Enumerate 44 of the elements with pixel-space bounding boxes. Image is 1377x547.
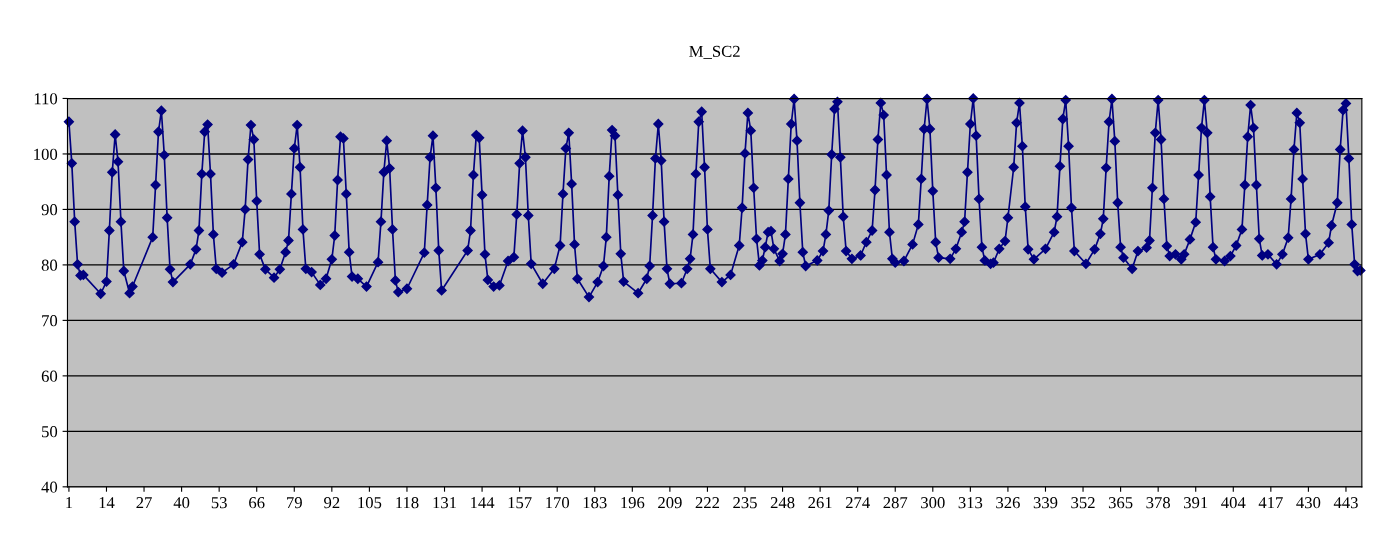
- x-tick-label: 378: [1146, 497, 1171, 509]
- y-tick-label: 70: [42, 315, 58, 327]
- x-tick-label: 339: [1033, 497, 1058, 509]
- x-tick-label: 235: [733, 497, 757, 509]
- x-tick-label: 209: [658, 497, 682, 509]
- x-tick-label: 274: [845, 497, 870, 509]
- x-tick-label: 365: [1108, 497, 1133, 509]
- x-tick-label: 417: [1258, 497, 1283, 509]
- x-tick-label: 118: [396, 497, 419, 509]
- x-tick-label: 261: [808, 497, 832, 509]
- x-tick-label: 79: [287, 497, 302, 509]
- y-tick-label: 50: [42, 426, 58, 438]
- x-tick-label: 248: [770, 497, 795, 509]
- x-tick-label: 313: [958, 497, 983, 509]
- y-tick-label: 110: [34, 93, 58, 105]
- y-tick-label: 40: [41, 481, 58, 493]
- x-tick-label: 196: [621, 497, 645, 509]
- x-tick-label: 105: [358, 497, 382, 509]
- x-tick-label: 27: [136, 497, 152, 509]
- y-tick-label: 100: [34, 148, 58, 160]
- x-tick-label: 144: [471, 497, 495, 509]
- y-tick-label: 80: [41, 259, 58, 271]
- x-tick-label: 391: [1184, 497, 1208, 509]
- x-tick-label: 300: [921, 497, 945, 509]
- x-tick-label: 1: [66, 497, 73, 509]
- x-tick-label: 352: [1071, 497, 1095, 509]
- x-tick-label: 183: [583, 497, 607, 509]
- x-tick-label: 66: [249, 497, 265, 509]
- x-tick-label: 14: [99, 497, 115, 509]
- y-tick-label: 90: [41, 204, 58, 216]
- x-tick-label: 170: [546, 497, 570, 509]
- y-tick-label: 60: [41, 370, 58, 382]
- x-tick-label: 222: [695, 497, 720, 509]
- x-tick-label: 443: [1333, 497, 1358, 509]
- x-tick-label: 131: [433, 497, 457, 509]
- chart-title: M_SC2: [689, 45, 740, 59]
- x-tick-label: 157: [508, 497, 532, 509]
- x-tick-label: 404: [1221, 497, 1246, 509]
- x-tick-label: 53: [211, 497, 227, 509]
- x-tick-label: 430: [1296, 497, 1321, 509]
- x-tick-label: 40: [173, 497, 190, 509]
- x-tick-label: 326: [996, 497, 1020, 509]
- x-tick-label: 287: [883, 497, 908, 509]
- x-tick-label: 92: [324, 497, 340, 509]
